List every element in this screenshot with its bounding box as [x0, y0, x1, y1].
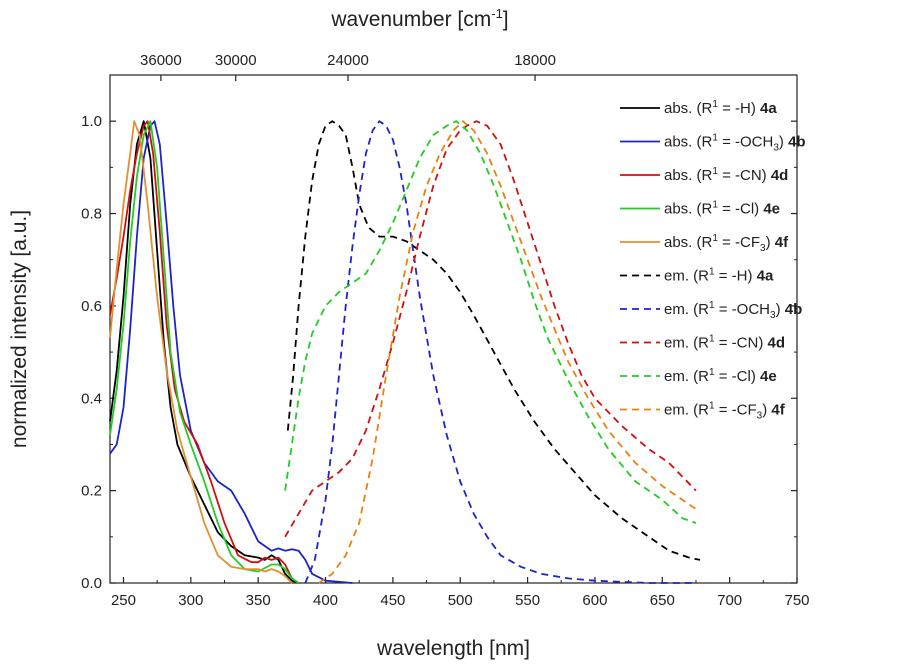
x-tick-label: 400	[313, 592, 338, 609]
series-line-7	[304, 120, 696, 584]
y-tick-label: 0.4	[81, 390, 102, 407]
legend-entry-3: abs. (R1 = -CN) 4d	[664, 166, 788, 184]
top-tick-label: 18000	[514, 52, 556, 69]
legend: abs. (R1 = -H) 4a abs. (R1 = -OCH3) 4b abs…	[620, 99, 806, 422]
top-tick-label: 36000	[140, 52, 182, 69]
y-axis-title: normalized intensity [a.u.]	[8, 210, 31, 448]
series-line-9	[284, 120, 697, 524]
legend-entry-10: em. (R1 = -CF3) 4f	[664, 401, 786, 422]
x-axis-title: wavelength [nm]	[376, 637, 530, 660]
y-tick-label: 0.6	[81, 298, 102, 315]
axis-ticks	[110, 74, 798, 584]
series-line-5	[109, 120, 293, 584]
series-line-6	[286, 120, 701, 561]
x-tick-label: 750	[784, 592, 809, 609]
x-tick-label: 350	[246, 592, 271, 609]
legend-entry-6: em. (R1 = -H) 4a	[664, 267, 774, 285]
top-tick-label: 24000	[327, 52, 369, 69]
series-lines	[109, 120, 701, 584]
x-tick-label: 300	[178, 592, 203, 609]
x-tick-label: 550	[515, 592, 540, 609]
legend-entry-5: abs. (R1 = -CF3) 4f	[664, 233, 789, 254]
series-line-8	[284, 120, 697, 538]
x-tick-label: 700	[717, 592, 742, 609]
legend-entry-4: abs. (R1 = -Cl) 4e	[664, 200, 780, 218]
series-line-3	[109, 120, 300, 584]
top-axis-title: wavenumber [cm-1]	[330, 6, 508, 31]
x-tick-label: 450	[380, 592, 405, 609]
series-line-1	[109, 120, 299, 584]
legend-entry-1: abs. (R1 = -H) 4a	[664, 99, 777, 117]
top-tick-label: 30000	[215, 52, 257, 69]
y-tick-label: 1.0	[81, 113, 102, 130]
legend-entry-8: em. (R1 = -CN) 4d	[664, 334, 785, 352]
x-tick-label: 650	[650, 592, 675, 609]
x-tick-label: 600	[582, 592, 607, 609]
y-tick-label: 0.2	[81, 483, 102, 500]
series-line-4	[109, 120, 300, 584]
y-tick-label: 0.8	[81, 206, 102, 223]
y-tick-label: 0.0	[81, 575, 102, 592]
legend-entry-7: em. (R1 = -OCH3) 4b	[664, 300, 802, 321]
series-line-10	[318, 120, 697, 584]
x-tick-label: 500	[448, 592, 473, 609]
x-tick-label: 250	[111, 592, 136, 609]
legend-entry-9: em. (R1 = -Cl) 4e	[664, 367, 777, 385]
legend-entry-2: abs. (R1 = -OCH3) 4b	[664, 133, 806, 154]
tick-labels: 250 300 350 400 450 500 550 600 650 700 750 0.0 0.2 0…	[81, 52, 809, 609]
